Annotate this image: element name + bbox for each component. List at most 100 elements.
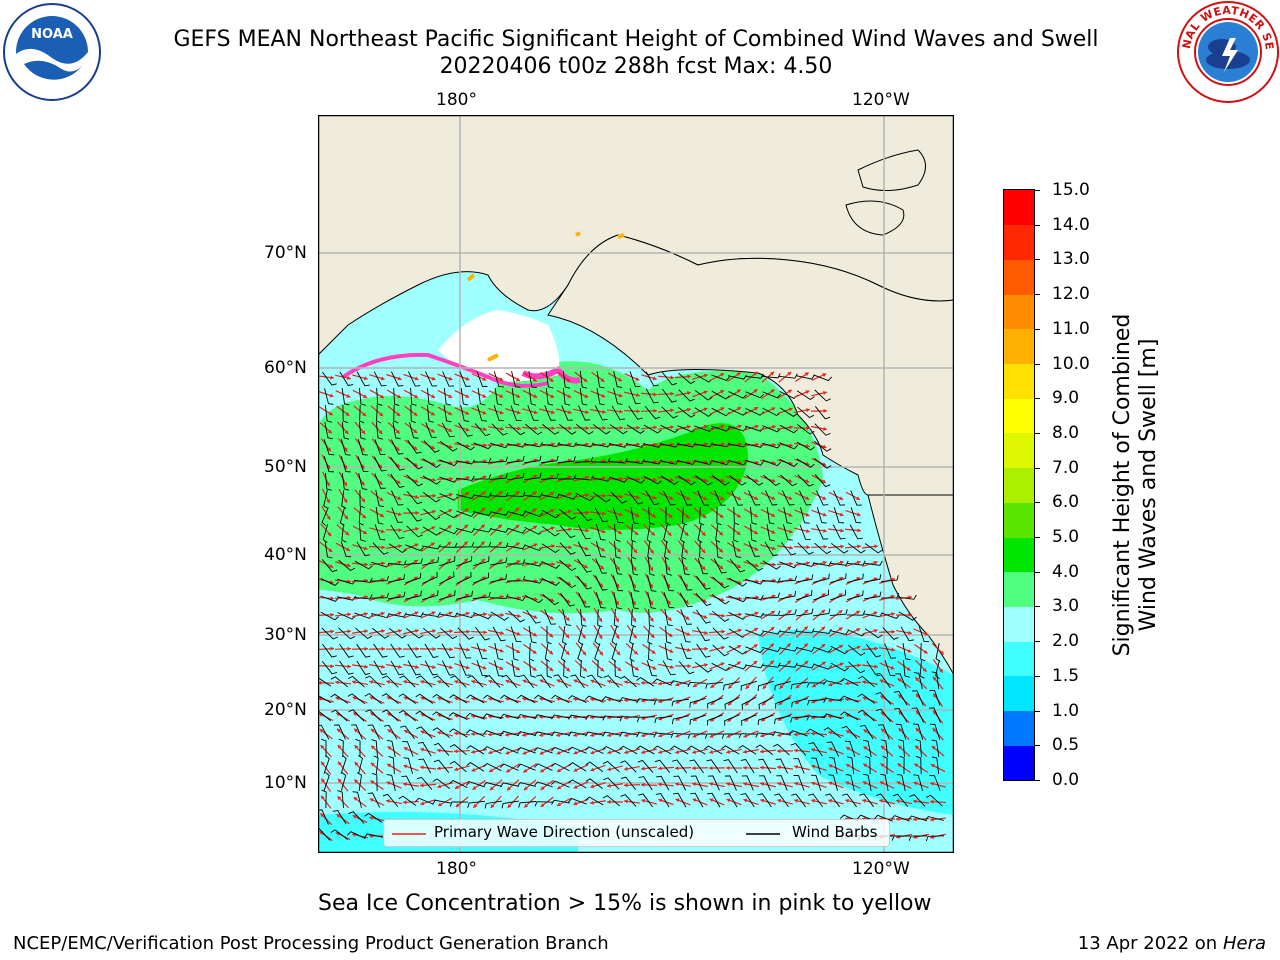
wave-direction-arrowhead [386, 696, 391, 701]
wind-barb [459, 660, 471, 676]
wind-barb [321, 789, 327, 809]
wave-direction-arrowhead [482, 394, 487, 398]
wave-direction-arrowhead [720, 390, 725, 394]
wind-barb [465, 781, 485, 788]
wind-barb [542, 593, 560, 606]
wind-barb [780, 474, 798, 487]
wind-barb [476, 643, 488, 660]
wave-direction-arrowhead [328, 411, 333, 416]
colorbar-tick-label: 5.0 [1052, 527, 1080, 548]
wind-barb [439, 509, 458, 519]
wind-barb [567, 798, 587, 805]
wave-direction-arrowhead [788, 496, 793, 500]
wind-barb [330, 676, 348, 688]
wave-direction-arrowhead [369, 798, 374, 802]
wind-barb [518, 801, 537, 808]
wind-barb [339, 371, 354, 386]
wind-barb [331, 709, 348, 722]
wave-direction-arrowhead [403, 696, 408, 701]
wave-direction-arrowhead [321, 778, 326, 783]
wind-barb [797, 406, 815, 419]
wave-direction-arrowhead [414, 478, 419, 483]
wave-direction-arrowhead [454, 785, 459, 789]
colorbar-segment [1004, 190, 1034, 226]
wave-direction-arrowhead [515, 507, 520, 512]
wind-barb [757, 714, 774, 726]
wave-direction-arrowhead [879, 781, 884, 785]
wind-barb [544, 609, 557, 625]
wave-direction-arrowhead [344, 429, 349, 434]
wind-barb [847, 573, 864, 583]
wave-direction-arrowhead [539, 697, 543, 702]
wind-barb [694, 390, 713, 401]
wave-direction-arrowhead [386, 679, 391, 684]
wave-direction-arrowhead [786, 643, 791, 648]
wave-direction-arrowhead [617, 530, 622, 535]
wind-barb [920, 642, 926, 662]
wind-barb [443, 387, 452, 406]
wind-barb [376, 404, 382, 424]
wind-barb [517, 694, 536, 704]
wave-direction-arrowhead [828, 781, 833, 786]
wind-barb [866, 660, 881, 675]
wave-direction-arrowhead [908, 630, 912, 635]
wind-barb [406, 474, 423, 487]
wind-barb [373, 643, 388, 658]
wave-direction-arrowhead [507, 804, 512, 808]
wave-direction-arrowhead [471, 679, 476, 684]
wave-direction-arrowhead [465, 492, 470, 496]
wind-barb [506, 491, 526, 497]
wave-direction-arrowhead [687, 647, 691, 652]
wind-barb [603, 777, 620, 790]
wave-direction-arrowhead [650, 531, 655, 536]
wind-barb [348, 709, 365, 722]
wind-barb [533, 781, 553, 788]
wave-direction-arrowhead [438, 802, 443, 807]
wave-direction-arrowhead [540, 768, 545, 773]
wind-barb [560, 592, 575, 607]
wave-direction-arrowhead [466, 629, 470, 634]
wind-barb [340, 541, 352, 558]
wave-direction-arrowhead [701, 531, 706, 536]
wind-barb [541, 577, 560, 586]
wind-barb [575, 492, 594, 502]
wave-direction-arrowhead [684, 532, 689, 536]
wave-direction-arrowhead [753, 530, 758, 535]
wind-barb [712, 610, 730, 622]
wave-direction-arrowhead [532, 491, 537, 496]
wind-barb [680, 490, 693, 506]
wave-direction-arrowhead [567, 492, 572, 497]
wind-barb [694, 407, 713, 417]
wave-direction-arrowhead [590, 800, 594, 805]
colorbar-tick [1034, 432, 1040, 434]
wind-barb [629, 388, 641, 404]
wave-direction-arrowhead [556, 697, 560, 702]
wind-barb [671, 715, 689, 725]
wind-barb [643, 424, 662, 434]
wave-direction-arrowhead [556, 802, 561, 807]
footer-date: 13 Apr 2022 on Hera [1078, 933, 1266, 955]
wave-direction-arrowhead [736, 389, 741, 394]
wave-direction-arrowhead [403, 800, 407, 805]
wind-barb [829, 756, 838, 774]
chart-title: GEFS MEAN Northeast Pacific Significant … [173, 27, 1099, 52]
wave-direction-arrowhead [777, 765, 781, 770]
wind-barb [324, 388, 334, 405]
wave-direction-arrowhead [330, 664, 334, 669]
wave-direction-arrowhead [420, 696, 425, 701]
wind-barb [796, 574, 814, 583]
wave-direction-arrowhead [522, 679, 527, 684]
wind-barb [750, 523, 757, 542]
colorbar-tick [1034, 780, 1040, 781]
wave-direction-arrowhead [431, 611, 436, 616]
wind-barb [779, 442, 799, 450]
wind-barb [460, 387, 469, 406]
wave-direction-arrowhead [686, 478, 691, 483]
wind-barb [456, 441, 475, 451]
wind-barb [339, 660, 354, 675]
wind-barb [712, 644, 730, 657]
wind-barb [931, 756, 940, 775]
wave-direction-arrowhead [675, 798, 680, 803]
wind-barb [342, 404, 349, 424]
wave-direction-arrowhead [704, 663, 708, 668]
